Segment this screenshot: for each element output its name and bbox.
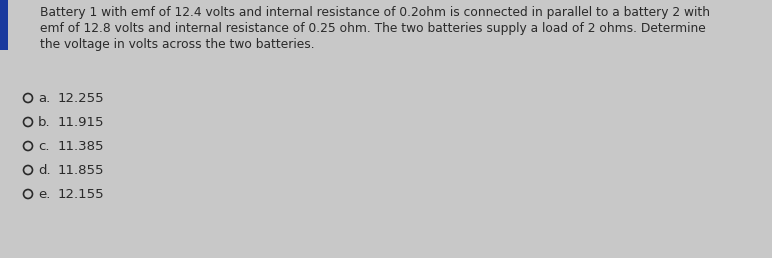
FancyBboxPatch shape — [0, 0, 8, 50]
Text: 11.385: 11.385 — [58, 140, 104, 152]
Text: emf of 12.8 volts and internal resistance of 0.25 ohm. The two batteries supply : emf of 12.8 volts and internal resistanc… — [40, 22, 706, 35]
Text: the voltage in volts across the two batteries.: the voltage in volts across the two batt… — [40, 38, 315, 51]
Text: 12.155: 12.155 — [58, 188, 105, 200]
Text: 11.855: 11.855 — [58, 164, 104, 176]
Text: a.: a. — [38, 92, 50, 104]
Text: 11.915: 11.915 — [58, 116, 104, 128]
Text: d.: d. — [38, 164, 51, 176]
Text: Battery 1 with emf of 12.4 volts and internal resistance of 0.2ohm is connected : Battery 1 with emf of 12.4 volts and int… — [40, 6, 710, 19]
Text: c.: c. — [38, 140, 49, 152]
Text: 12.255: 12.255 — [58, 92, 105, 104]
Text: e.: e. — [38, 188, 50, 200]
Text: b.: b. — [38, 116, 51, 128]
